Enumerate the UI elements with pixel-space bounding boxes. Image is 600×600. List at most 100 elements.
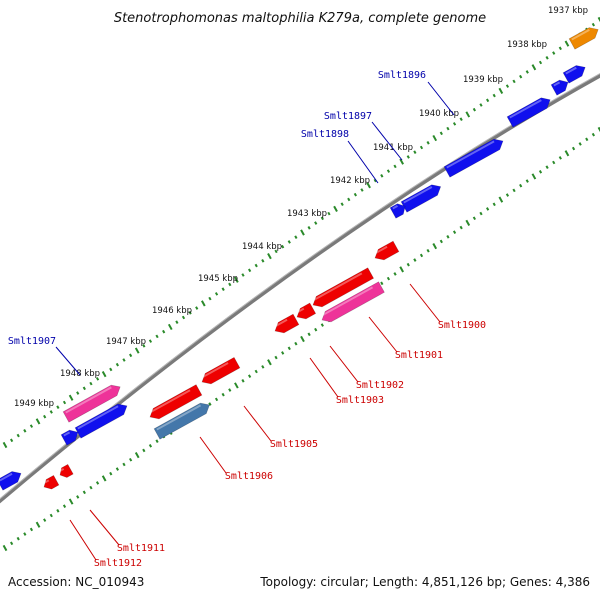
outer-tick-58 [386, 169, 391, 173]
fwd-leader-2 [347, 140, 379, 184]
outer-tick-41 [274, 249, 278, 254]
gene-rev-g-shine [59, 468, 65, 472]
inner-tick-44 [294, 341, 298, 346]
outer-tick-18 [122, 358, 126, 362]
outer-tick-38 [254, 263, 258, 268]
inner-tick-68 [452, 230, 457, 234]
gene-rev-b-shine [312, 272, 363, 302]
inner-tick-85 [564, 150, 570, 157]
gene-rev-b [312, 267, 375, 308]
inner-tick-83 [552, 160, 556, 165]
inner-tick-71 [472, 216, 476, 221]
outer-tick-28 [188, 310, 192, 315]
outer-tick-40 [267, 253, 272, 260]
outer-tick-32 [214, 292, 219, 296]
outer-tick-27 [181, 315, 186, 320]
inner-tick-75 [498, 196, 504, 203]
fwd-label-2: Smlt1898 [301, 129, 349, 140]
outer-tick-13 [89, 381, 93, 386]
outer-tick-49 [327, 211, 331, 216]
outer-tick-8 [56, 405, 60, 410]
gene-fwd-c [506, 97, 551, 128]
gene-pink-b-shine [321, 286, 373, 317]
inner-tick-90 [597, 126, 600, 134]
outer-tick-85 [564, 40, 570, 47]
outer-tick-74 [492, 93, 496, 98]
inner-tick-48 [320, 323, 324, 327]
outer-tick-47 [314, 221, 318, 225]
map-title: Stenotrophomonas maltophilia K279a, comp… [114, 11, 486, 26]
inner-tick-59 [393, 272, 397, 276]
inner-tick-7 [49, 513, 53, 518]
gene-fwd-f-shine [392, 205, 398, 210]
rev-leader-1 [368, 316, 398, 353]
fwd-label-1: Smlt1897 [324, 111, 372, 122]
inner-tick-42 [281, 351, 285, 355]
inner-tick-8 [56, 509, 60, 513]
outer-tick-69 [459, 117, 463, 121]
outer-tick-21 [142, 344, 146, 348]
outer-tick-77 [512, 79, 516, 84]
rev-label-4: Smlt1905 [270, 439, 318, 450]
inner-tick-16 [109, 471, 113, 476]
outer-tick-25 [167, 323, 173, 331]
gene-orange-shine [571, 29, 590, 41]
inner-tick-23 [155, 439, 159, 443]
kbp-label-7: 1944 kbp [242, 242, 282, 252]
inner-tick-61 [406, 262, 410, 267]
gene-rev-a [374, 240, 400, 261]
inner-tick-70 [465, 219, 471, 226]
outer-tick-29 [195, 306, 199, 310]
outer-tick-37 [248, 268, 252, 273]
inner-tick-18 [122, 462, 126, 467]
inner-tick-38 [254, 369, 258, 374]
kbp-label-5: 1942 kbp [330, 176, 370, 186]
outer-tick-82 [545, 55, 549, 60]
outer-tick-78 [519, 74, 523, 79]
gene-steel [153, 402, 210, 440]
gene-fwd-g [74, 403, 128, 439]
kbp-label-9: 1946 kbp [152, 306, 192, 316]
gene-fwd-b-shine [553, 81, 561, 87]
rev-leader-5 [199, 436, 227, 474]
inner-tick-69 [459, 225, 463, 230]
outer-tick-42 [281, 244, 285, 249]
inner-tick-79 [525, 179, 529, 183]
inner-tick-15 [101, 475, 107, 482]
inner-tick-4 [29, 527, 34, 532]
inner-tick-34 [228, 388, 232, 392]
inner-tick-45 [300, 335, 305, 343]
inner-tick-33 [221, 392, 225, 397]
gene-fwd-i [0, 471, 22, 491]
inner-tick-19 [129, 457, 133, 462]
outer-tick-56 [373, 178, 377, 183]
gene-rev-e [201, 356, 241, 385]
inner-tick-60 [399, 266, 404, 273]
outer-tick-66 [439, 131, 443, 136]
gene-pink-b [321, 281, 385, 323]
inner-tick-66 [439, 239, 443, 244]
inner-tick-14 [95, 481, 100, 485]
inner-tick-63 [419, 253, 424, 258]
outer-tick-9 [62, 400, 67, 405]
inner-tick-76 [505, 193, 510, 197]
inner-tick-36 [241, 379, 245, 383]
inner-tick-40 [267, 359, 272, 366]
outer-tick-52 [347, 197, 351, 202]
outer-tick-24 [162, 329, 166, 334]
outer-tick-33 [221, 287, 225, 291]
inner-tick-72 [479, 211, 483, 216]
rev-leader-2 [329, 345, 359, 383]
gene-fwd-i-shine [0, 472, 13, 482]
inner-tick-39 [261, 365, 265, 369]
gene-fwd-c-shine [509, 99, 542, 119]
inner-tick-86 [571, 146, 576, 151]
outer-tick-14 [95, 377, 100, 381]
outer-tick-63 [419, 145, 424, 150]
kbp-label-11: 1948 kbp [60, 369, 100, 379]
outer-tick-19 [129, 353, 133, 358]
gene-features [0, 27, 599, 491]
rev-label-3: Smlt1903 [336, 395, 384, 406]
tick-rows [2, 16, 600, 552]
